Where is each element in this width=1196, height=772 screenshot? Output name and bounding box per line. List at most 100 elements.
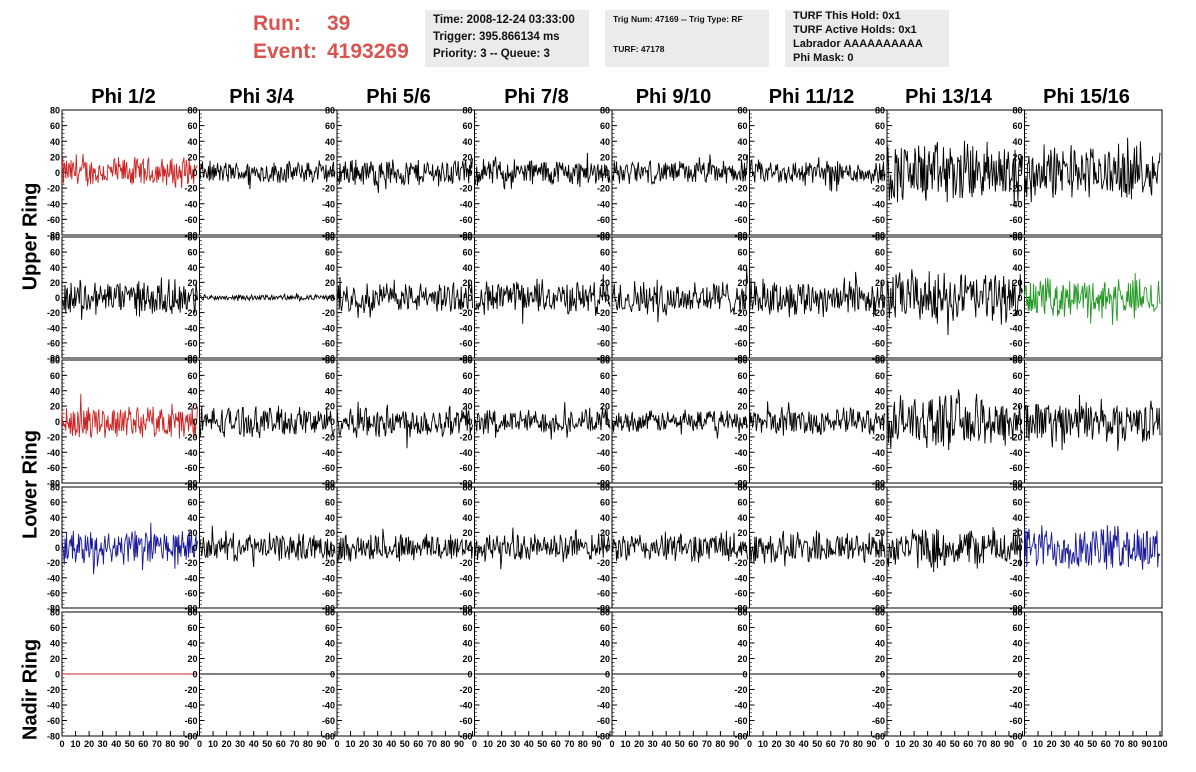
y-tick-label: -40 xyxy=(597,448,610,458)
y-tick-label: 0 xyxy=(330,543,335,553)
y-tick-label: -20 xyxy=(1009,685,1022,695)
y-tick-label: 0 xyxy=(1017,417,1022,427)
turf-text: TURF: 47178 xyxy=(613,44,665,54)
waveform-trace-r3-c0 xyxy=(61,522,198,575)
y-tick-label: -80 xyxy=(459,479,472,489)
y-tick-label: 60 xyxy=(1012,371,1022,381)
waveform-trace-r1-c0 xyxy=(61,277,198,320)
y-tick-label: -20 xyxy=(734,308,747,318)
y-tick-label: 0 xyxy=(880,168,885,178)
y-tick-label: -20 xyxy=(872,685,885,695)
y-tick-label: -60 xyxy=(734,338,747,348)
panel-frame-r0-c4 xyxy=(611,109,750,236)
x-tick-label: 60 xyxy=(276,739,286,749)
y-tick-label: 0 xyxy=(467,293,472,303)
x-tick-label: 80 xyxy=(165,739,175,749)
x-tick-label: 100 xyxy=(1152,739,1167,749)
waveform-trace-r2-c7 xyxy=(1024,394,1161,451)
y-tick-label: -20 xyxy=(734,558,747,568)
y-tick-label: 80 xyxy=(1012,106,1022,116)
y-tick-label: -80 xyxy=(872,479,885,489)
y-tick-label: 40 xyxy=(1012,263,1022,273)
waveform-trace-r0-c3 xyxy=(474,152,611,190)
x-tick-label: 90 xyxy=(866,739,876,749)
y-tick-label: -80 xyxy=(459,354,472,364)
y-tick-label: 60 xyxy=(187,371,197,381)
y-tick-label: -20 xyxy=(872,558,885,568)
trigger-text: Trigger: 395.866134 ms xyxy=(433,31,560,43)
y-tick-label: 0 xyxy=(605,543,610,553)
y-tick-label: -80 xyxy=(734,354,747,364)
y-tick-label: -20 xyxy=(872,184,885,194)
y-tick-label: 40 xyxy=(462,386,472,396)
y-tick-label: -40 xyxy=(597,199,610,209)
y-tick-label: -60 xyxy=(459,588,472,598)
y-tick-label: -20 xyxy=(1009,308,1022,318)
waveform-trace-r0-c2 xyxy=(336,158,473,193)
y-tick-label: -20 xyxy=(872,432,885,442)
y-tick-label: 40 xyxy=(737,263,747,273)
time-text: Time: 2008-12-24 03:33:00 xyxy=(433,14,575,26)
x-tick-label: 30 xyxy=(1060,739,1070,749)
x-tick-label: 90 xyxy=(729,739,739,749)
y-tick-label: 20 xyxy=(50,402,60,412)
y-tick-label: 60 xyxy=(875,121,885,131)
y-tick-label: -40 xyxy=(872,323,885,333)
x-tick-label: 60 xyxy=(688,739,698,749)
y-tick-label: -60 xyxy=(184,338,197,348)
y-tick-label: 80 xyxy=(875,608,885,618)
y-tick-label: 40 xyxy=(325,513,335,523)
y-tick-label: 20 xyxy=(50,152,60,162)
y-tick-label: -40 xyxy=(1009,323,1022,333)
y-tick-label: 80 xyxy=(462,356,472,366)
y-tick-label: -40 xyxy=(47,323,60,333)
y-tick-label: -80 xyxy=(597,732,610,742)
y-tick-label: 20 xyxy=(737,278,747,288)
y-tick-label: 0 xyxy=(55,543,60,553)
waveform-trace-r1-c2 xyxy=(336,276,473,318)
y-tick-label: -60 xyxy=(322,588,335,598)
x-tick-label: 40 xyxy=(661,739,671,749)
y-tick-label: 40 xyxy=(462,263,472,273)
waveform-trace-r3-c6 xyxy=(886,527,1023,573)
x-tick-label: 10 xyxy=(71,739,81,749)
y-tick-label: 40 xyxy=(1012,137,1022,147)
trig-info-box: Trig Num: 47169 -- Trig Type: RF TURF: 4… xyxy=(605,10,769,67)
y-tick-label: 40 xyxy=(325,386,335,396)
y-tick-label: -20 xyxy=(184,685,197,695)
y-tick-label: 60 xyxy=(187,623,197,633)
y-tick-label: 20 xyxy=(737,654,747,664)
y-tick-label: 40 xyxy=(600,137,610,147)
y-tick-label: -80 xyxy=(322,231,335,241)
y-tick-label: -60 xyxy=(597,588,610,598)
y-tick-label: 0 xyxy=(742,293,747,303)
y-tick-label: -80 xyxy=(597,479,610,489)
x-tick-label: 0 xyxy=(334,739,339,749)
y-tick-label: -20 xyxy=(872,308,885,318)
y-tick-label: 80 xyxy=(1012,356,1022,366)
y-tick-label: 80 xyxy=(462,106,472,116)
waveform-trace-r1-c1 xyxy=(199,293,336,302)
x-tick-label: 10 xyxy=(1033,739,1043,749)
y-tick-label: 20 xyxy=(187,278,197,288)
y-tick-label: 40 xyxy=(50,263,60,273)
y-tick-label: 40 xyxy=(462,513,472,523)
y-tick-label: 60 xyxy=(50,248,60,258)
y-tick-label: 80 xyxy=(462,483,472,493)
y-tick-label: -20 xyxy=(459,184,472,194)
waveform-trace-r1-c5 xyxy=(749,271,886,318)
y-tick-label: -80 xyxy=(184,732,197,742)
x-tick-label: 10 xyxy=(621,739,631,749)
y-tick-label: 60 xyxy=(875,371,885,381)
y-tick-label: 0 xyxy=(605,670,610,680)
y-tick-label: 0 xyxy=(605,168,610,178)
y-tick-label: 80 xyxy=(50,608,60,618)
x-tick-label: 40 xyxy=(799,739,809,749)
x-tick-label: 20 xyxy=(497,739,507,749)
y-tick-label: 0 xyxy=(742,417,747,427)
x-tick-label: 60 xyxy=(826,739,836,749)
y-tick-label: 80 xyxy=(462,608,472,618)
panel-frame-r3-c2 xyxy=(336,486,475,609)
y-tick-label: -40 xyxy=(1009,701,1022,711)
x-tick-label: 70 xyxy=(564,739,574,749)
